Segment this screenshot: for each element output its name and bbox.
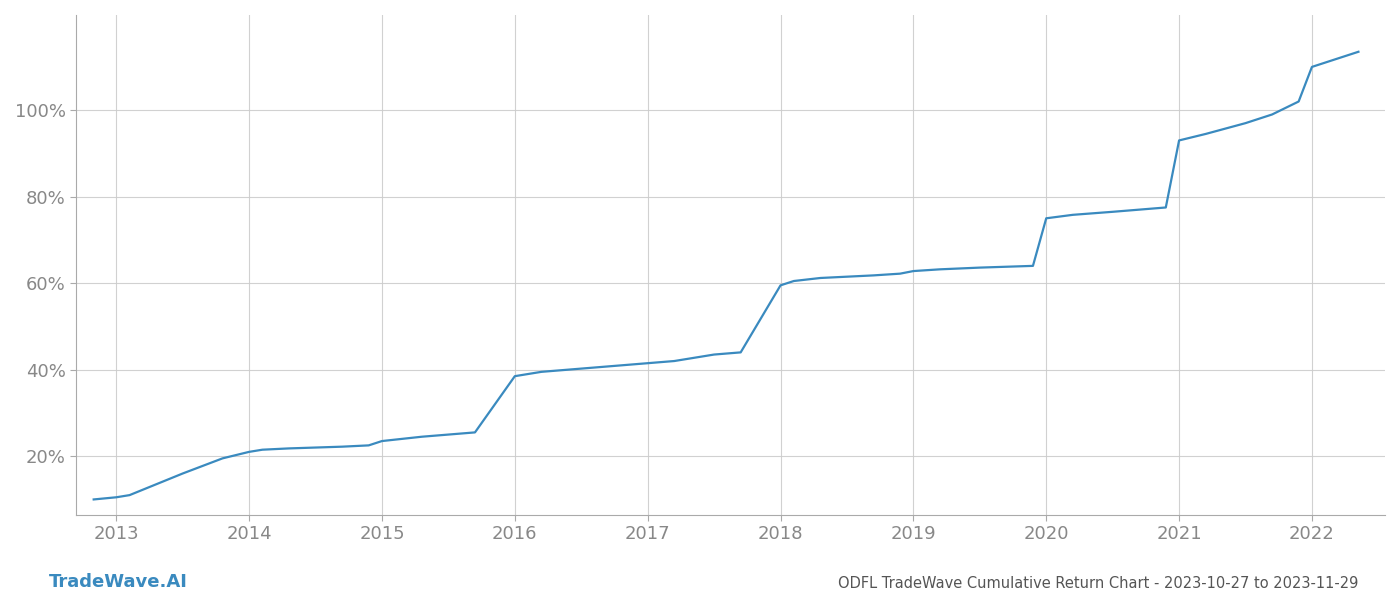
Text: TradeWave.AI: TradeWave.AI [49, 573, 188, 591]
Text: ODFL TradeWave Cumulative Return Chart - 2023-10-27 to 2023-11-29: ODFL TradeWave Cumulative Return Chart -… [837, 576, 1358, 591]
